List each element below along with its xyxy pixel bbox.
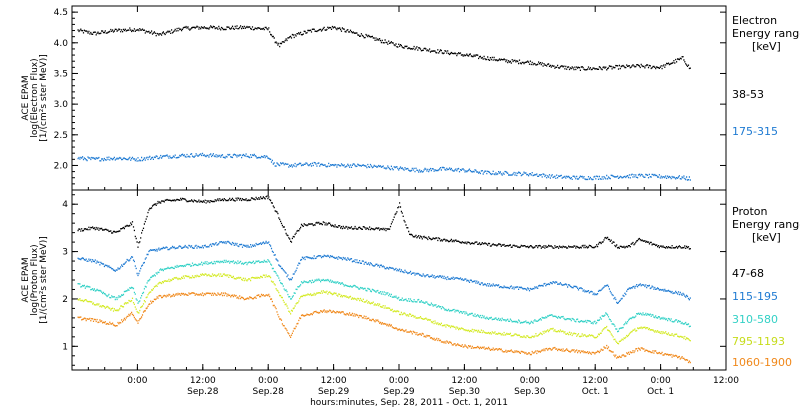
proton-line-310-580 — [77, 259, 691, 333]
electron-legend-title-1: Electron — [732, 14, 777, 27]
proton-series-795-1193 — [77, 273, 691, 345]
proton-line-795-1193 — [77, 273, 691, 345]
xtick-label-date: Sep.30 — [449, 387, 481, 397]
proton-line-1060-1900 — [77, 292, 691, 364]
xtick-label-time: 12:00 — [321, 376, 347, 386]
xtick-label-time: 12:00 — [190, 376, 216, 386]
xtick-label-date: Oct. 1 — [582, 387, 609, 397]
xtick-label-time: 0:00 — [127, 376, 147, 386]
proton-legend-title-1: Proton — [732, 205, 767, 218]
proton-flux-panel: ACE EPAM log(Proton Flux) [1/(cm²s ster … — [21, 189, 800, 371]
electron-ytick-label: 2.5 — [54, 131, 68, 141]
x-axis-label: hours:minutes, Sep. 28, 2011 - Oct. 1, 2… — [310, 398, 508, 408]
xtick-label-time: 0:00 — [389, 376, 409, 386]
xtick-label-time: 0:00 — [650, 376, 670, 386]
electron-y-axis-label: ACE EPAM log(Electron Flux) [1/(cm²s ste… — [21, 54, 49, 141]
xtick-label-date: Sep.30 — [514, 387, 546, 397]
electron-legend-38-53: 38-53 — [732, 88, 764, 101]
proton-ytick-label: 3 — [62, 248, 68, 258]
xtick-label-date: Oct. 1 — [647, 387, 674, 397]
proton-series-1060-1900 — [77, 292, 691, 364]
xtick-label-time: 12:00 — [582, 376, 608, 386]
electron-line-175-315 — [77, 152, 691, 181]
proton-ytick-label: 1 — [62, 342, 68, 352]
proton-series-310-580 — [77, 259, 691, 333]
electron-ytick-label: 4.0 — [54, 39, 69, 49]
xtick-label-time: 0:00 — [258, 376, 278, 386]
electron-ylabel-line2: log(Electron Flux) — [30, 58, 40, 137]
electron-ylabel-line1: ACE EPAM — [21, 75, 31, 120]
electron-ytick-label: 3.0 — [54, 100, 69, 110]
proton-series-115-195 — [77, 240, 691, 304]
proton-y-ticks: 1 2 3 4 — [62, 190, 727, 370]
electron-series-38-53 — [77, 25, 691, 71]
xtick-label-time: 12:00 — [713, 376, 739, 386]
electron-legend-title-2: Energy ranges — [732, 27, 800, 40]
proton-line-115-195 — [77, 240, 691, 304]
proton-ylabel-line2: log(Proton Flux) — [30, 244, 40, 315]
xtick-label-time: 12:00 — [451, 376, 477, 386]
proton-ytick-label: 2 — [62, 295, 68, 305]
proton-legend-115-195: 115-195 — [732, 290, 778, 303]
proton-legend-title-3: [keV] — [752, 231, 781, 244]
proton-legend-47-68: 47-68 — [732, 267, 764, 280]
electron-legend: Electron Energy ranges [keV] 38-53 175-3… — [732, 14, 800, 138]
proton-ylabel-line1: ACE EPAM — [21, 257, 31, 302]
proton-ytick-label: 4 — [62, 200, 68, 210]
xtick-label-date: Sep.29 — [318, 387, 350, 397]
electron-flux-panel: ACE EPAM log(Electron Flux) [1/(cm²s ste… — [21, 5, 800, 191]
electron-y-ticks: 2.0 2.5 3.0 3.5 4.0 4.5 — [54, 5, 727, 191]
proton-legend-310-580: 310-580 — [732, 313, 778, 326]
electron-ylabel-line3: [1/(cm²s ster MeV)] — [39, 54, 49, 141]
electron-line-38-53 — [77, 25, 691, 71]
proton-series — [77, 195, 691, 364]
proton-series-47-68 — [77, 195, 691, 250]
xtick-label-date: Sep.28 — [253, 387, 285, 397]
proton-ylabel-line3: [1/(cm²s ster MeV)] — [39, 236, 49, 323]
xtick-label-time: 0:00 — [520, 376, 540, 386]
xtick-label-date: Sep.28 — [187, 387, 219, 397]
electron-series-175-315 — [77, 152, 691, 181]
proton-legend: Proton Energy ranges [keV] 47-68 115-195… — [732, 205, 800, 369]
electron-ytick-label: 4.5 — [54, 8, 68, 18]
x-axis: 0:00 12:00 0:00 12:00 0:00 12:00 0:00 12:00 0:00… — [127, 376, 739, 397]
proton-legend-1060-1900: 1060-1900 — [732, 356, 792, 369]
xtick-label-date: Sep.29 — [383, 387, 415, 397]
electron-legend-title-3: [keV] — [752, 40, 781, 53]
proton-legend-795-1193: 795-1193 — [732, 335, 785, 348]
electron-ytick-label: 2.0 — [54, 161, 69, 171]
electron-ytick-label: 3.5 — [54, 69, 68, 79]
proton-line-47-68 — [77, 195, 691, 250]
electron-legend-175-315: 175-315 — [732, 125, 778, 138]
proton-y-axis-label: ACE EPAM log(Proton Flux) [1/(cm²s ster … — [21, 236, 49, 323]
electron-series — [77, 25, 691, 181]
proton-legend-title-2: Energy ranges — [732, 218, 800, 231]
